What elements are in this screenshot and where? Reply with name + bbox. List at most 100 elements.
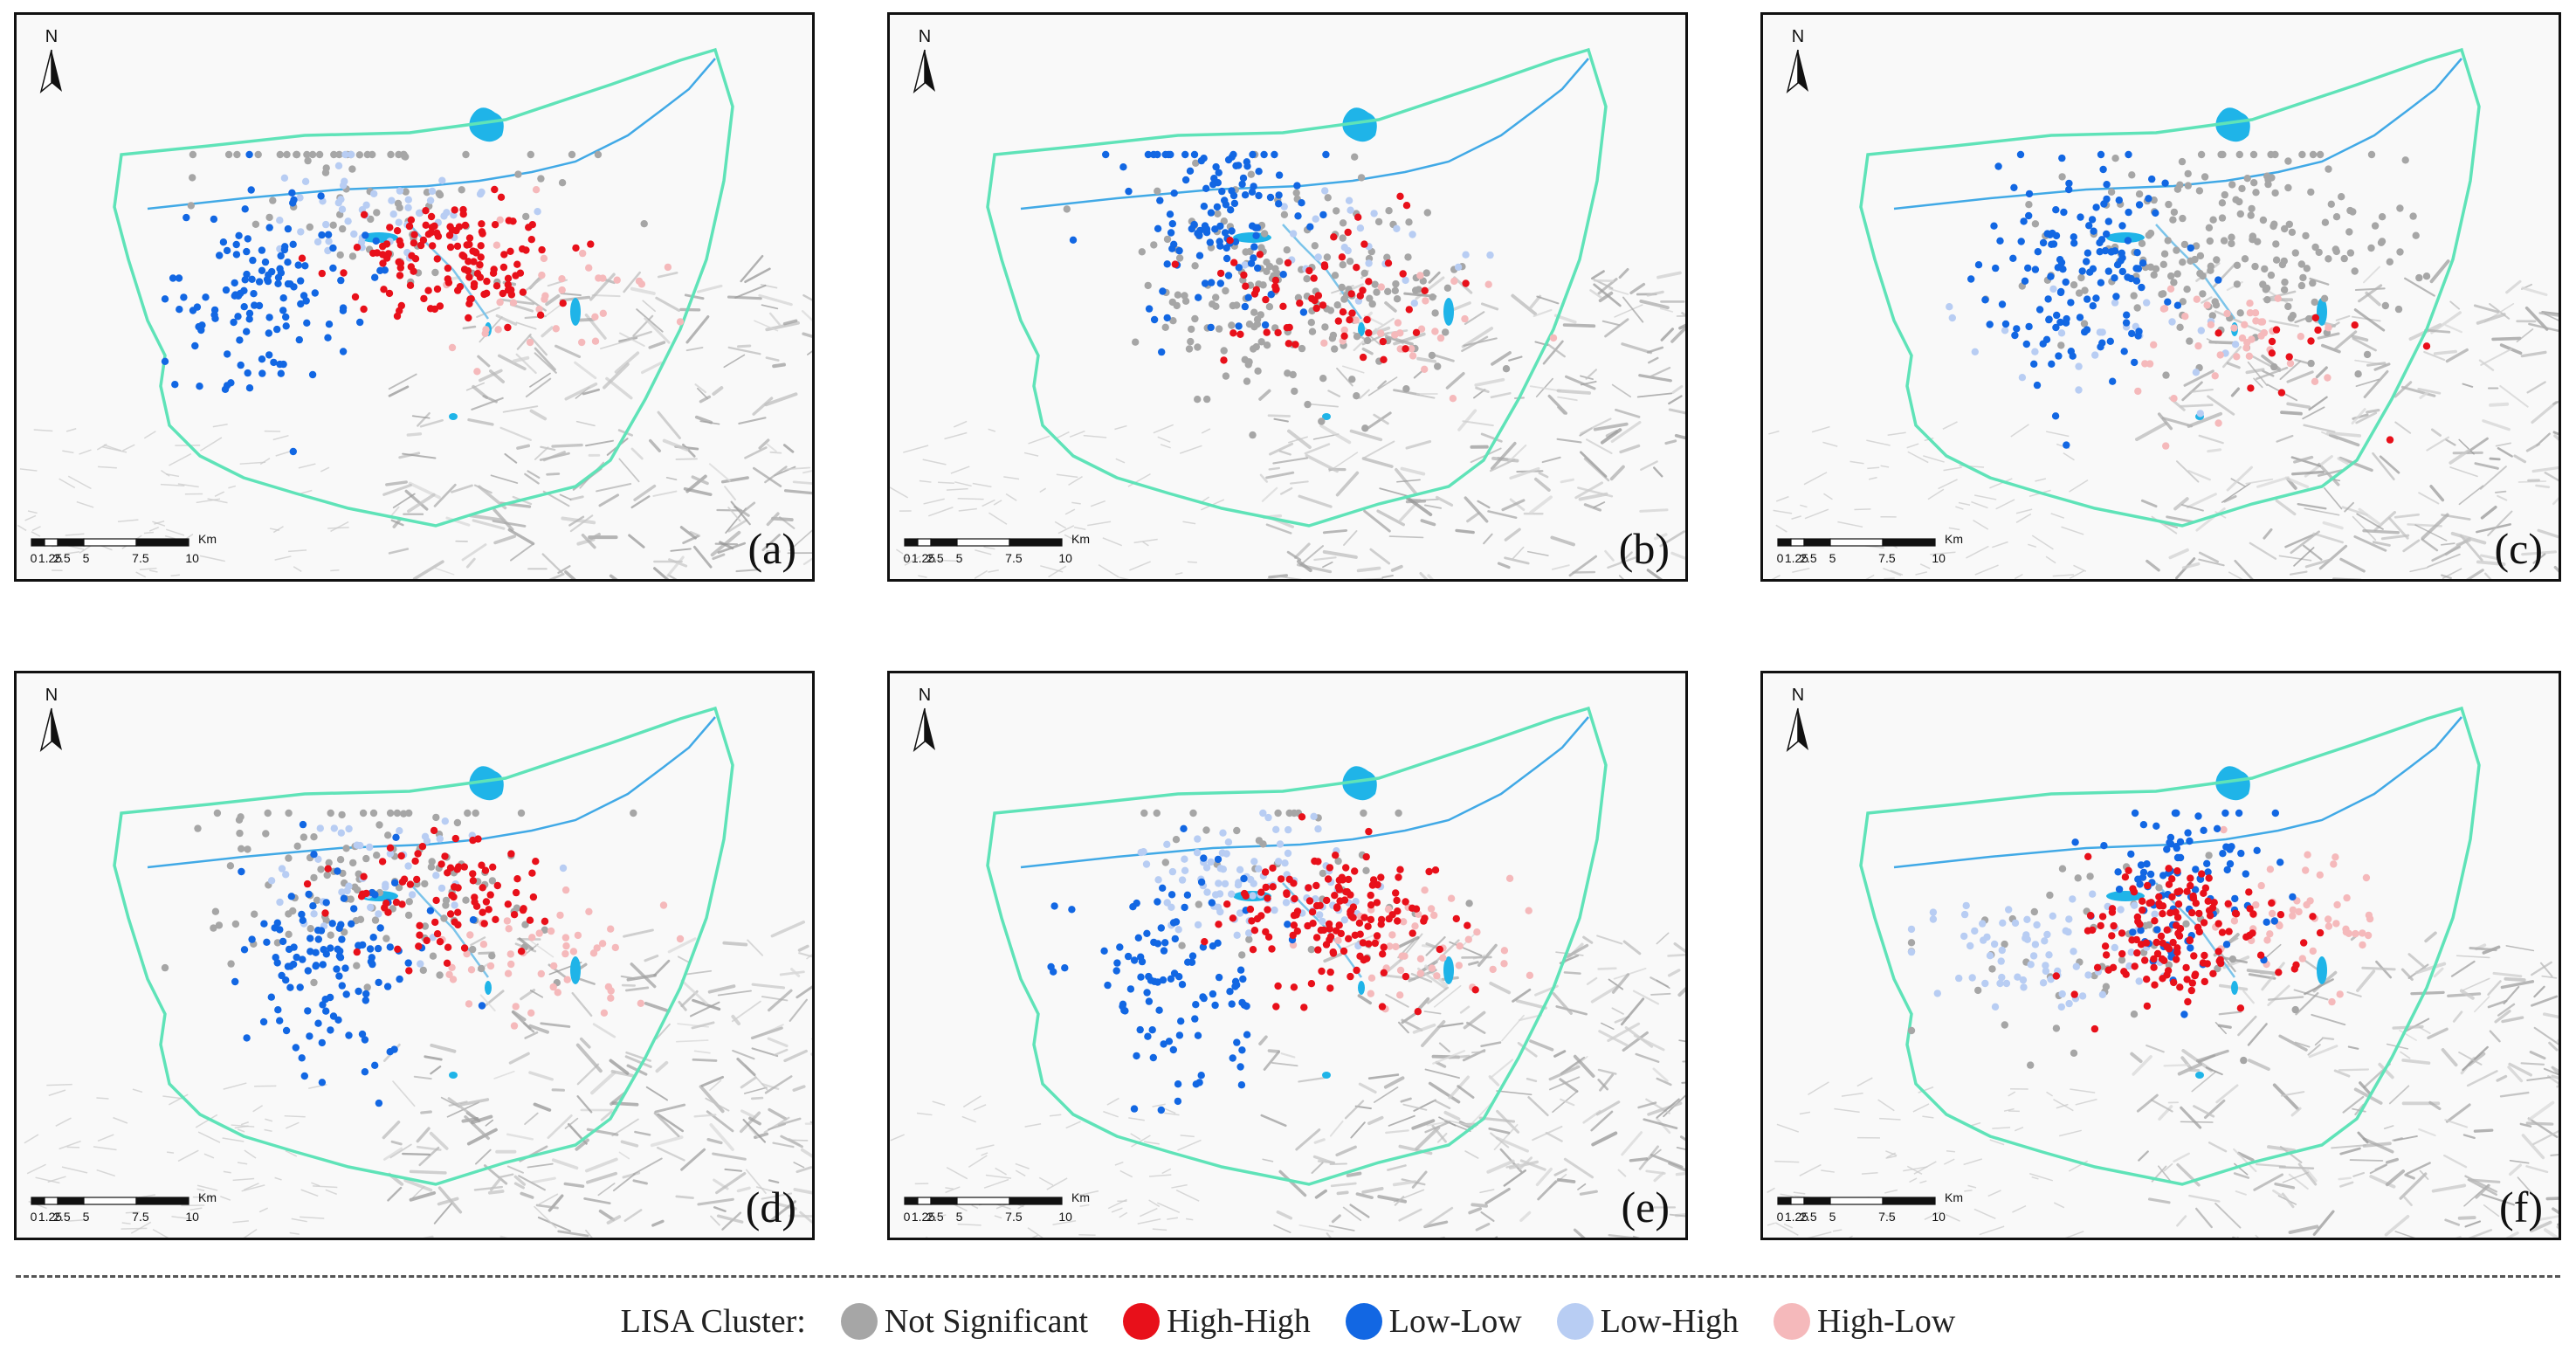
scale-unit: Km: [1945, 1190, 1963, 1204]
lisa-point-ll: [326, 993, 334, 1002]
north-arrow-icon: N: [907, 27, 942, 97]
lisa-point-ns: [2196, 252, 2205, 260]
lisa-point-hh: [513, 260, 521, 268]
lisa-point-ns: [2272, 256, 2281, 264]
lisa-point-ll: [1197, 1072, 1205, 1080]
lisa-point-hh: [380, 286, 388, 293]
lisa-point-hl: [1421, 886, 1429, 894]
lisa-point-ll: [1218, 187, 1226, 196]
lisa-point-ll: [319, 961, 327, 969]
lisa-point-ll: [1183, 891, 1192, 899]
lisa-point-hh: [492, 282, 501, 290]
lisa-point-ll: [2204, 868, 2212, 876]
lisa-point-ns: [431, 268, 439, 277]
lisa-point-ll: [325, 321, 334, 328]
lisa-point-ll: [1228, 1000, 1236, 1008]
lisa-point-ll: [2039, 340, 2047, 348]
lisa-point-hh: [459, 205, 467, 214]
lisa-point-hl: [563, 976, 571, 983]
lisa-point-ll: [1275, 191, 1283, 199]
lisa-point-hl: [2207, 321, 2215, 328]
lisa-point-ll: [2060, 208, 2068, 217]
lisa-point-ll: [341, 964, 349, 972]
river: [147, 716, 716, 869]
lisa-point-ns: [2164, 237, 2172, 245]
lisa-point-lh: [325, 238, 333, 245]
lisa-point-hh: [1471, 986, 1479, 994]
lisa-point-ll: [2114, 868, 2122, 876]
lisa-point-hh: [2200, 889, 2208, 897]
lisa-point-ns: [251, 220, 260, 228]
lisa-point-ns: [2207, 266, 2214, 274]
lisa-point-hl: [2211, 372, 2219, 380]
lisa-point-ll: [289, 447, 297, 456]
lisa-point-hl: [589, 949, 598, 957]
lisa-point-ns: [594, 150, 603, 159]
pond: [1358, 981, 1365, 995]
lisa-point-hh: [2176, 925, 2185, 933]
lisa-point-hl: [664, 263, 672, 272]
lisa-point-ll: [273, 325, 281, 334]
lisa-point-ll: [1174, 1097, 1182, 1106]
lisa-point-ll: [259, 1017, 268, 1026]
lisa-point-ll: [1163, 260, 1171, 268]
lisa-point-ll: [372, 237, 380, 245]
lisa-point-ns: [2346, 249, 2355, 257]
lisa-point-lh: [2117, 906, 2125, 914]
pond: [1322, 1072, 1331, 1079]
lisa-point-ns: [327, 809, 334, 817]
lisa-point-ll: [2137, 927, 2145, 935]
lisa-point-hh: [1263, 328, 1271, 336]
lisa-point-ll: [2222, 941, 2231, 948]
legend-title: LISA Cluster:: [620, 1303, 806, 1340]
lisa-point-ll: [2009, 254, 2017, 262]
lisa-point-ns: [194, 824, 202, 832]
lisa-point-hh: [2160, 956, 2168, 964]
lisa-point-ns: [1303, 275, 1311, 283]
lisa-point-ll: [1211, 1001, 1219, 1010]
lisa-point-hl: [1352, 316, 1360, 324]
lisa-point-ns: [1318, 417, 1326, 425]
lisa-point-ns: [2150, 271, 2158, 279]
lisa-point-hh: [360, 305, 368, 314]
lisa-point-lh: [341, 177, 348, 185]
lisa-point-ll: [307, 948, 314, 955]
lisa-point-lh: [301, 177, 310, 185]
lisa-point-ll: [1266, 193, 1275, 202]
lisa-point-lh: [1241, 261, 1249, 269]
lisa-point-ll: [2187, 944, 2194, 952]
north-label: N: [918, 686, 932, 705]
lisa-point-ll: [1133, 1052, 1140, 1060]
lisa-point-ll: [2161, 179, 2169, 187]
lisa-point-ns: [2250, 179, 2258, 187]
scale-tick: 2.5: [53, 1210, 71, 1224]
lisa-point-hl: [537, 969, 545, 978]
lisa-point-ns: [2133, 304, 2141, 312]
lisa-point-ns: [251, 910, 258, 918]
lisa-point-ll: [2219, 850, 2227, 858]
lisa-point-hh: [519, 288, 527, 296]
lisa-point-hh: [1274, 328, 1282, 337]
lisa-point-hl: [2336, 990, 2344, 998]
lisa-point-ll: [322, 899, 330, 907]
lisa-point-hl: [1433, 972, 1441, 980]
lisa-point-ns: [1194, 396, 1202, 404]
lisa-point-hh: [1379, 337, 1387, 346]
lisa-point-ns: [2102, 983, 2111, 990]
lisa-point-ns: [2173, 270, 2181, 278]
lisa-point-ns: [2001, 940, 2008, 948]
lisa-point-ll: [2016, 150, 2025, 159]
lisa-point-ll: [273, 959, 281, 967]
lisa-point-hh: [2232, 910, 2241, 918]
lisa-point-lh: [437, 884, 446, 893]
lisa-point-ll: [231, 279, 238, 287]
lisa-point-ll: [2111, 274, 2118, 282]
lisa-point-ll: [2045, 315, 2053, 324]
lisa-point-ll: [1998, 300, 2007, 308]
lisa-point-ll: [2224, 844, 2232, 852]
lisa-point-ll: [1136, 1025, 1144, 1034]
lisa-point-ll: [1148, 1026, 1156, 1034]
lisa-point-ll: [265, 224, 273, 231]
lisa-point-hh: [1334, 317, 1342, 325]
lisa-point-hh: [1229, 329, 1237, 337]
